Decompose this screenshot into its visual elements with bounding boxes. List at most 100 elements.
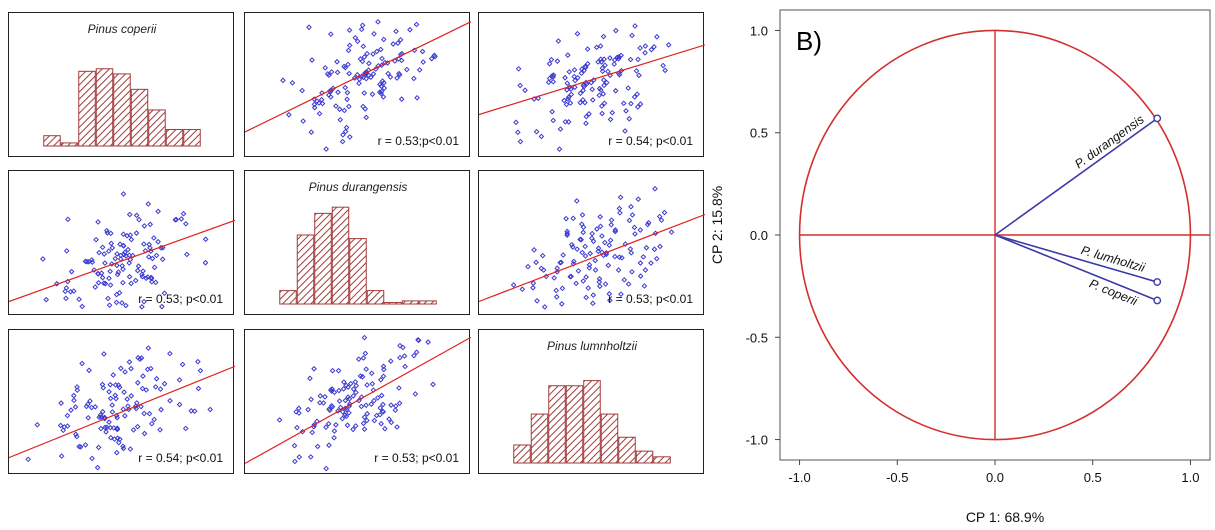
scatter-point — [43, 296, 50, 303]
scatter-point — [628, 250, 635, 256]
scatter-point — [143, 275, 149, 282]
scatter-point — [345, 103, 352, 110]
scatter-point — [341, 63, 347, 70]
scatter-point — [128, 365, 134, 372]
scatter-point — [625, 281, 632, 287]
scatter-point — [197, 367, 204, 374]
scatter-point — [333, 422, 339, 428]
histogram-title: Pinus durangensis — [309, 180, 408, 194]
scatter-point — [161, 380, 168, 387]
scatter-point — [572, 77, 578, 84]
scatter-point — [380, 366, 387, 373]
scatter-point — [651, 246, 658, 253]
scatter-point — [341, 379, 347, 385]
histogram-bar — [148, 109, 166, 147]
scatter-point — [159, 256, 166, 263]
scatter-point — [106, 302, 113, 309]
scatter-point — [146, 410, 153, 417]
scatter-point — [612, 253, 618, 260]
scatter-point — [99, 244, 106, 251]
histogram-bar — [331, 206, 350, 305]
scatter-point — [388, 419, 395, 426]
scatter-point — [343, 124, 350, 131]
scatter-point — [618, 67, 625, 74]
scatter-point — [361, 54, 368, 60]
scatter-point — [593, 44, 600, 51]
scatter-point — [586, 111, 592, 117]
scatter-point — [346, 409, 352, 416]
scatter-point — [386, 416, 392, 422]
scatter-point — [569, 244, 576, 250]
scatter-point — [71, 397, 77, 404]
scatter-point — [128, 393, 135, 399]
scatter-point — [602, 281, 609, 287]
scatter-point — [106, 419, 112, 425]
scatter-point — [121, 251, 127, 258]
scatter-point — [628, 203, 634, 210]
scatter-point — [127, 446, 134, 452]
scatter-point — [656, 213, 663, 220]
scatter-point — [40, 256, 46, 262]
scatter-point — [654, 33, 660, 40]
scatter-point — [375, 19, 381, 25]
scatter-point — [665, 42, 672, 48]
scatter-point — [159, 303, 165, 310]
scatter-point — [603, 79, 610, 86]
scatter-point — [99, 381, 106, 388]
scatter-point — [622, 128, 628, 134]
scatter-point — [597, 56, 604, 62]
scatter-point — [141, 298, 147, 305]
scatter-point — [653, 255, 660, 262]
scatter-point — [600, 91, 607, 97]
correlation-label: r = 0.53; p<0.01 — [138, 292, 223, 306]
scatter-point — [343, 382, 350, 389]
scatter-point — [153, 375, 160, 382]
scatter-point — [660, 62, 666, 69]
scatter-point — [364, 50, 370, 57]
scatter-point — [107, 268, 114, 275]
histogram-bar — [113, 73, 131, 147]
scatter-point — [617, 210, 623, 216]
scatter-point — [592, 267, 599, 273]
scatter-point — [661, 209, 668, 216]
scatter-point — [625, 85, 632, 91]
scatter-point — [510, 282, 517, 288]
scatter-point — [115, 382, 122, 388]
scatter-point — [345, 394, 351, 400]
scatter-point — [346, 70, 353, 77]
scatter-point — [380, 401, 386, 408]
scatter-point — [138, 355, 145, 361]
scatter-point — [119, 262, 126, 269]
scatter-point — [634, 104, 641, 110]
scatter-point — [600, 77, 607, 83]
scatter-point — [306, 24, 312, 31]
scatter-point — [62, 288, 69, 295]
scatter-point — [634, 91, 641, 97]
scatter-point — [109, 245, 116, 251]
scatter-point — [381, 85, 388, 91]
scatter-point — [152, 384, 159, 390]
scatter-point — [358, 403, 365, 410]
scatter-point — [342, 128, 349, 135]
scatter-point — [361, 414, 368, 421]
scatter-point — [138, 403, 144, 410]
scatter-point — [95, 279, 102, 286]
scatter-point — [553, 287, 560, 294]
scatter-point — [102, 280, 109, 287]
scatter-point — [360, 103, 366, 110]
scatter-point — [556, 146, 563, 153]
scatter-point — [540, 267, 547, 273]
scatter-point — [323, 146, 330, 152]
scatter-point — [161, 290, 168, 297]
scatter-point — [337, 116, 344, 123]
scatter-point — [120, 443, 126, 450]
scatter-point — [380, 373, 387, 380]
scatter-point — [88, 257, 95, 263]
scatter-point — [598, 103, 605, 109]
scatter-point — [662, 67, 668, 74]
scatter-point — [583, 294, 590, 301]
histogram-bar — [419, 300, 437, 305]
scatter-point — [107, 424, 114, 431]
scatter-point — [148, 279, 155, 285]
scatter-point — [612, 87, 619, 94]
